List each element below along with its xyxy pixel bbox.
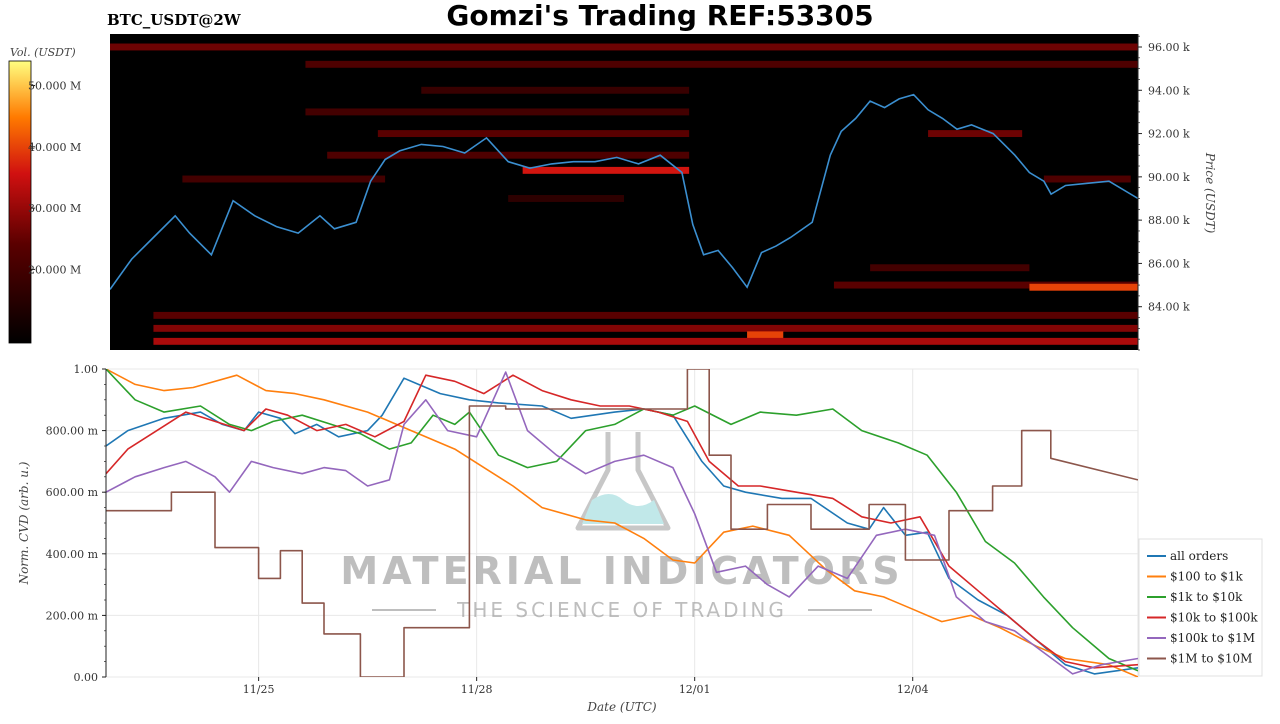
- liquidity-band: [153, 337, 1138, 345]
- colorbar-ticks: 20.000 M 30.000 M 40.000 M 50.000 M: [28, 80, 81, 277]
- price-tick-label: 84.00 k: [1148, 301, 1190, 314]
- cvd-y-tick-label: 200.00 m: [46, 609, 99, 622]
- price-tick-label: 88.00 k: [1148, 214, 1190, 227]
- price-tick-label: 96.00 k: [1148, 41, 1190, 54]
- liquidity-band: [1029, 283, 1138, 291]
- liquidity-band: [870, 264, 1030, 272]
- legend-label: $1M to $10M: [1170, 652, 1252, 666]
- legend-label: $1k to $10k: [1170, 590, 1243, 604]
- cvd-line-s100_1k: [106, 369, 1138, 677]
- legend-label: $100 to $1k: [1170, 570, 1243, 584]
- liquidity-band: [153, 324, 1138, 332]
- cvd-y-tick-label: 0.00: [74, 671, 99, 684]
- cvd-y-axis-label: Norm. CVD (arb. u.): [17, 461, 31, 585]
- colorbar-tick-label: 40.000 M: [28, 141, 81, 154]
- liquidity-band: [305, 108, 690, 116]
- cvd-y-tick-label: 400.00 m: [46, 548, 99, 561]
- liquidity-band: [747, 331, 784, 339]
- liquidity-band: [928, 130, 1023, 138]
- cvd-x-tick-label: 11/25: [243, 683, 275, 696]
- cvd-series: [106, 369, 1138, 677]
- liquidity-band: [421, 86, 690, 94]
- price-line: [110, 93, 1138, 290]
- cvd-line-s10k_100k: [106, 374, 1138, 669]
- legend-label: all orders: [1170, 549, 1228, 563]
- legend-box: [1138, 538, 1263, 677]
- price-tick-label: 86.00 k: [1148, 257, 1190, 270]
- cvd-line-all_orders: [106, 377, 1138, 675]
- heatmap-background: [110, 34, 1138, 350]
- cvd-x-tick-label: 12/01: [679, 683, 711, 696]
- cvd-grid: [106, 368, 1138, 678]
- liquidity-band: [327, 151, 690, 159]
- cvd-y-tick-label: 1.00: [74, 363, 99, 376]
- liquidity-band: [305, 60, 1138, 68]
- price-tick-label: 94.00 k: [1148, 84, 1190, 97]
- price-axis-label: Price (USDT): [1203, 152, 1217, 234]
- cvd-x-tick-label: 12/04: [897, 683, 929, 696]
- price-tick-label: 90.00 k: [1148, 171, 1190, 184]
- liquidity-band: [833, 281, 1138, 289]
- cvd-x-tick-label: 11/28: [461, 683, 493, 696]
- liquidity-band: [522, 166, 690, 174]
- cvd-y-tick-label: 800.00 m: [46, 425, 99, 438]
- legend-label: $100k to $1M: [1170, 631, 1255, 645]
- cvd-y-tick-label: 600.00 m: [46, 486, 99, 499]
- cvd-legend: all orders $100 to $1k $1k to $10k $10k to …: [1138, 538, 1263, 677]
- colorbar-tick-label: 50.000 M: [28, 80, 81, 93]
- price-tick-label: 92.00 k: [1148, 128, 1190, 141]
- chart-title: Gomzi's Trading REF:53305: [446, 0, 873, 32]
- symbol-label: BTC_USDT@2W: [107, 11, 242, 29]
- liquidity-band: [110, 43, 1138, 51]
- liquidity-band: [153, 311, 1138, 319]
- watermark: MATERIAL INDICATORS THE SCIENCE OF TRADI…: [340, 432, 903, 622]
- price-axis: 84.00 k 86.00 k 88.00 k 90.00 k 92.00 k 94.00…: [1137, 34, 1190, 351]
- heatmap-liquidity-bands: [110, 43, 1138, 345]
- legend-label: $10k to $100k: [1170, 611, 1258, 625]
- liquidity-band: [182, 175, 386, 183]
- liquidity-band: [377, 130, 690, 138]
- cvd-line-s1m_10m: [106, 369, 1138, 677]
- watermark-brand: MATERIAL INDICATORS: [340, 549, 903, 593]
- cvd-axes: 0.00 200.00 m 400.00 m 600.00 m 800.00 m 1.00…: [46, 363, 929, 696]
- cvd-line-s1k_10k: [106, 369, 1138, 672]
- cvd-line-s100k_1m: [106, 371, 1138, 675]
- watermark-tagline: THE SCIENCE OF TRADING: [456, 598, 787, 622]
- colorbar-tick-label: 30.000 M: [28, 202, 81, 215]
- price-series: [110, 93, 1138, 290]
- colorbar: [8, 60, 32, 344]
- liquidity-band: [508, 195, 624, 202]
- liquidity-band: [1043, 175, 1131, 183]
- colorbar-tick-label: 20.000 M: [28, 263, 81, 276]
- cvd-x-axis-label: Date (UTC): [586, 700, 656, 714]
- colorbar-label: Vol. (USDT): [10, 46, 76, 59]
